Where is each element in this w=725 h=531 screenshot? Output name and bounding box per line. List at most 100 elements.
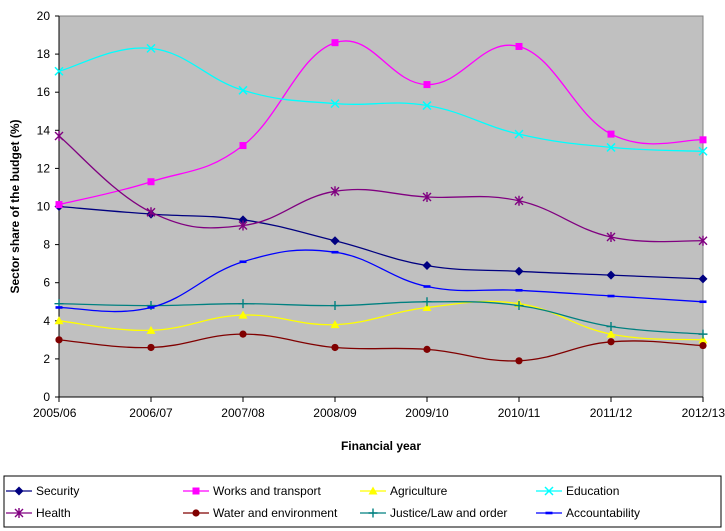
- data-point: [239, 142, 247, 150]
- y-tick-label: 2: [43, 352, 50, 366]
- y-tick-label: 14: [37, 123, 51, 137]
- series-line: [58, 205, 704, 280]
- data-point: [423, 81, 431, 89]
- y-tick-label: 12: [37, 161, 51, 175]
- x-axis: 2005/06 2006/07 2007/08 2008/09 2009/10 2010/…: [33, 396, 725, 420]
- legend-box: [3, 475, 722, 528]
- x-tick-label: 2011/12: [590, 406, 633, 420]
- series-line: [58, 301, 704, 335]
- data-point: [607, 294, 615, 298]
- legend-label: Security: [36, 484, 79, 498]
- data-point: [238, 215, 248, 225]
- x-axis-title: Financial year: [341, 439, 421, 453]
- data-point: [55, 306, 63, 309]
- data-point: [330, 301, 340, 311]
- data-point: [239, 330, 247, 338]
- data-point: [699, 341, 707, 350]
- data-point: [146, 43, 156, 53]
- legend-marker: [14, 508, 24, 518]
- series-line: [58, 47, 704, 152]
- x-tick-label: 2012/13: [682, 406, 725, 420]
- data-point: [331, 343, 339, 352]
- data-point: [698, 235, 708, 246]
- y-tick-label: 8: [43, 238, 50, 252]
- data-point: [238, 220, 248, 231]
- data-point: [54, 131, 64, 142]
- data-point: [422, 297, 432, 307]
- series-line: [58, 40, 704, 206]
- legend-label: Education: [566, 484, 619, 498]
- data-point: [330, 236, 340, 246]
- data-point: [606, 329, 616, 338]
- data-point: [147, 178, 155, 186]
- legend-label: Health: [36, 506, 71, 520]
- data-point: [422, 302, 432, 311]
- data-point: [423, 285, 431, 288]
- y-tick-label: 20: [37, 9, 51, 23]
- data-point: [515, 42, 523, 50]
- legend-label: Water and environment: [213, 506, 338, 520]
- data-point: [606, 142, 616, 152]
- series-line: [58, 300, 704, 341]
- y-tick-label: 4: [43, 314, 50, 328]
- data-point: [422, 101, 432, 111]
- data-point: [331, 250, 339, 254]
- y-tick-label: 18: [37, 47, 51, 61]
- legend-entry-justice-law-and-order: Justice/Law and order: [360, 506, 507, 520]
- legend-entry-accountability: Accountability: [536, 506, 640, 520]
- series-line: [58, 333, 704, 362]
- legend-label: Works and transport: [213, 484, 321, 498]
- legend-entry-agriculture: Agriculture: [360, 484, 448, 498]
- data-point: [422, 191, 432, 202]
- data-point: [55, 336, 63, 344]
- legend: Security Works and transport Agriculture Ed…: [3, 475, 722, 528]
- legend-entry-health: Health: [6, 506, 71, 520]
- legend-entry-works-and-transport: Works and transport: [183, 484, 321, 498]
- data-point: [515, 289, 523, 292]
- legend-marker: [368, 486, 378, 495]
- data-point: [606, 231, 616, 242]
- series-accountability: [55, 249, 707, 313]
- data-point: [515, 357, 523, 365]
- y-axis: 0 2 4 6 8 10 12 14 16 18 20: [37, 9, 60, 404]
- series-education: [54, 43, 708, 156]
- data-point: [54, 66, 64, 76]
- series-agriculture: [54, 299, 708, 344]
- y-tick-label: 6: [43, 276, 50, 290]
- x-tick-label: 2009/10: [405, 406, 449, 420]
- y-tick-label: 10: [37, 200, 51, 214]
- data-point: [331, 39, 339, 47]
- data-point: [699, 136, 707, 144]
- data-point: [54, 316, 64, 325]
- series-line: [58, 249, 704, 313]
- legend-label: Agriculture: [390, 484, 448, 498]
- data-point: [146, 325, 156, 334]
- data-point: [698, 329, 708, 339]
- data-point: [422, 261, 432, 271]
- legend-entry-security: Security: [6, 484, 79, 498]
- data-point: [55, 201, 63, 209]
- y-tick-label: 16: [37, 85, 51, 99]
- legend-entry-education: Education: [536, 484, 619, 498]
- data-point: [607, 130, 615, 138]
- legend-label: Accountability: [566, 506, 640, 520]
- legend-marker: [368, 508, 378, 518]
- data-point: [147, 343, 155, 352]
- y-axis-title: Sector share of the budget (%): [8, 119, 22, 293]
- data-point: [239, 260, 247, 264]
- legend-marker: [14, 486, 24, 496]
- x-tick-label: 2010/11: [498, 406, 541, 420]
- x-tick-label: 2007/08: [221, 406, 265, 420]
- legend-marker: [192, 487, 200, 495]
- x-tick-label: 2008/09: [313, 406, 357, 420]
- series-health: [54, 131, 708, 246]
- legend-marker: [192, 509, 200, 517]
- x-tick-label: 2006/07: [129, 406, 173, 420]
- legend-marker: [545, 511, 553, 515]
- data-point: [423, 345, 431, 353]
- data-point: [330, 320, 340, 329]
- data-point: [147, 306, 155, 309]
- data-point: [238, 310, 248, 319]
- data-point: [514, 129, 524, 139]
